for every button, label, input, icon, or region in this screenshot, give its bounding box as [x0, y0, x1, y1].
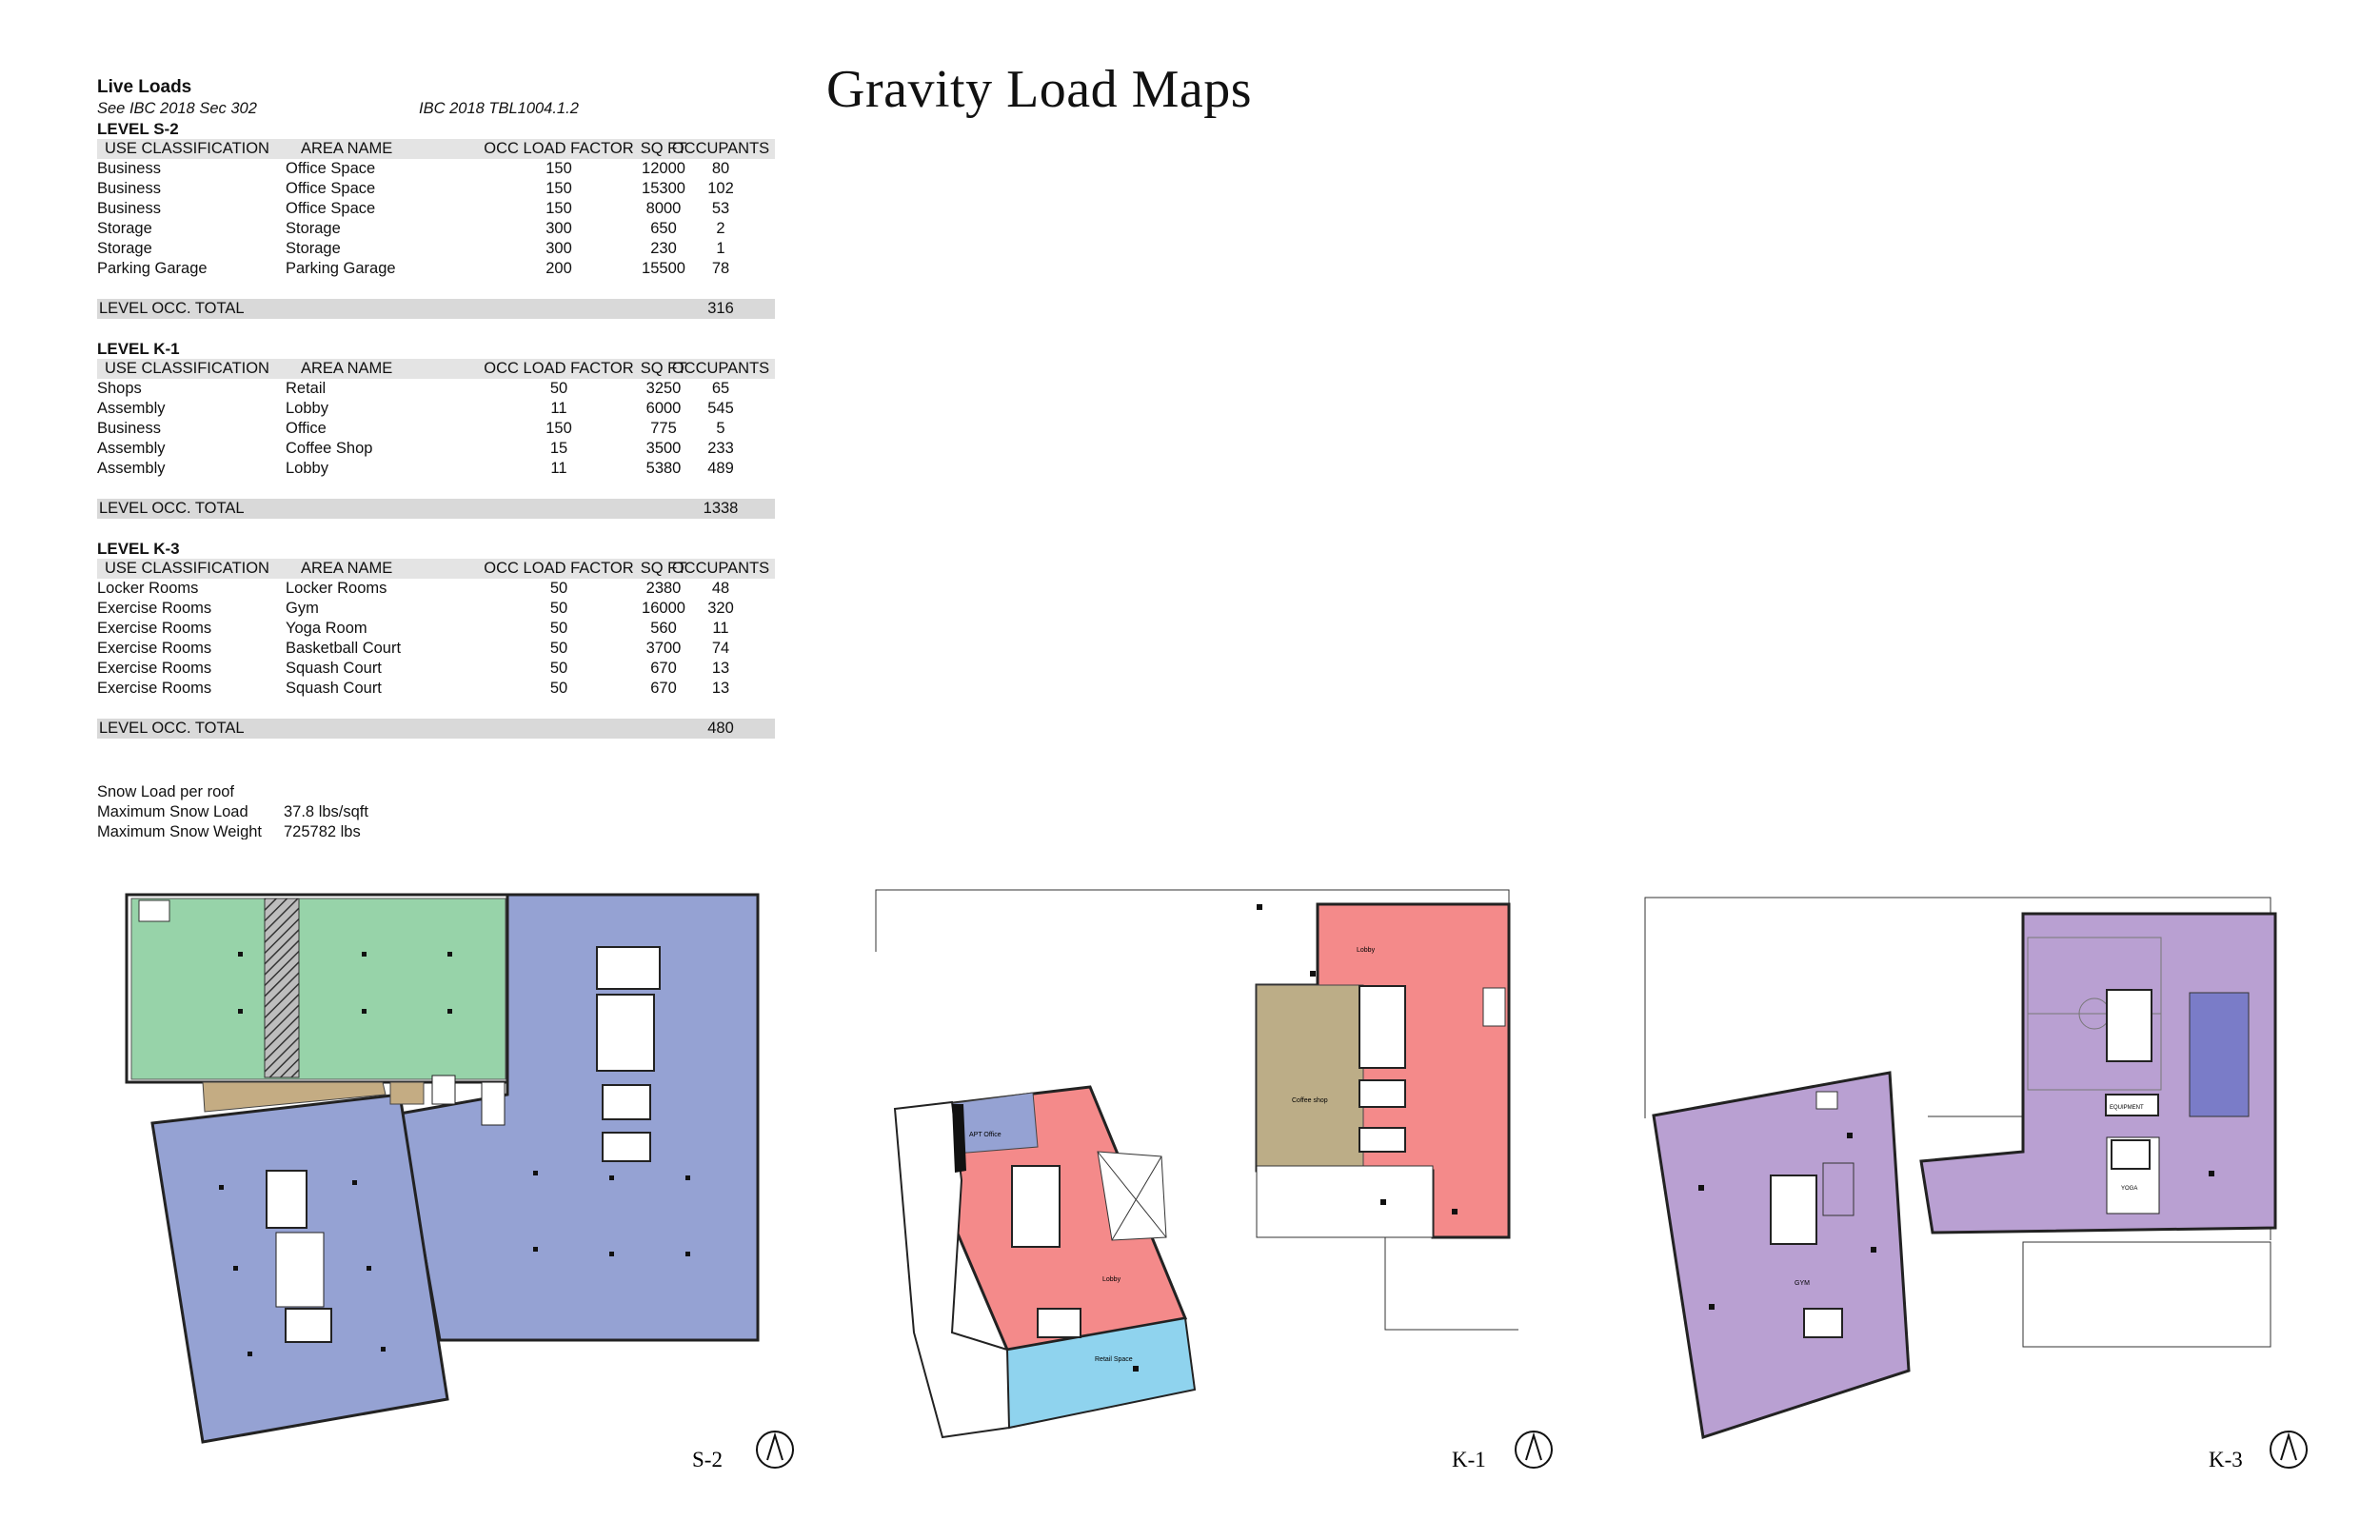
table-row: Business Office 150 775 5 [97, 420, 725, 437]
s2-core-3 [602, 1084, 651, 1120]
total-value: 316 [707, 300, 734, 317]
live-loads-heading: Live Loads [97, 77, 192, 97]
s2-storage-2 [389, 1081, 425, 1105]
col-use-classification: USE CLASSIFICATION [105, 140, 269, 157]
table-row: Locker Rooms Locker Rooms 50 2380 48 [97, 580, 730, 597]
table-header: USE CLASSIFICATION AREA NAME OCC LOAD FACT… [97, 559, 775, 579]
north-arrow-icon [2270, 1431, 2308, 1469]
plan-k1 [875, 889, 1518, 1439]
total-value: 480 [707, 720, 734, 737]
room-yoga: YOGA [2121, 1186, 2137, 1192]
snow-heading-row: Snow Load per roof [97, 782, 497, 802]
k1-wall-dark [952, 1104, 966, 1173]
k1-door-right [1482, 987, 1506, 1027]
s2-stair-3 [481, 1081, 506, 1126]
total-label: LEVEL OCC. TOTAL [99, 500, 245, 517]
page-title: Gravity Load Maps [826, 60, 1253, 119]
table-row: Exercise Rooms Gym 50 16000 320 [97, 600, 734, 617]
north-arrow-icon [756, 1431, 794, 1469]
k1-stair-area [1256, 1165, 1434, 1238]
s2-parking-zone [130, 898, 506, 1080]
total-value: 1338 [703, 500, 739, 517]
table-row: Assembly Lobby 11 6000 545 [97, 400, 734, 417]
table-row: Assembly Coffee Shop 15 3500 233 [97, 440, 734, 457]
s2-core-5 [266, 1170, 307, 1229]
k1-core-right [1359, 985, 1406, 1069]
ibc-section-ref: See IBC 2018 Sec 302 [97, 100, 257, 117]
table-row: Exercise Rooms Squash Court 50 670 13 [97, 660, 730, 677]
live-loads-tables: Live Loads See IBC 2018 Sec 302 IBC 2018… [97, 76, 775, 739]
k1-coffee-shop [1256, 984, 1364, 1167]
level-k3-title: LEVEL K-3 [97, 540, 180, 558]
table-row: Parking Garage Parking Garage 200 15500 78 [97, 260, 730, 277]
room-gym: GYM [1795, 1280, 1810, 1287]
k3-core-gym-2 [1803, 1308, 1843, 1338]
total-label: LEVEL OCC. TOTAL [99, 720, 245, 737]
table-row: Shops Retail 50 3250 65 [97, 380, 730, 397]
plan-k1-label: K-1 [1452, 1448, 1486, 1471]
k1-core-right-2 [1359, 1079, 1406, 1108]
room-lobby-left: Lobby [1102, 1276, 1121, 1283]
col-occ-load-factor: OCC LOAD FACTOR [484, 140, 634, 157]
table-row: Business Office Space 150 12000 80 [97, 160, 730, 177]
s2-core-4 [602, 1132, 651, 1162]
s2-ramp-hatch [264, 898, 300, 1078]
table-header: USE CLASSIFICATION AREA NAME OCC LOAD FACT… [97, 359, 775, 379]
k3-east-wing [1919, 912, 2277, 1234]
room-coffee-shop: Coffee shop [1292, 1097, 1328, 1104]
snow-load-block: Snow Load per roof Maximum Snow Load 37.8… [97, 782, 497, 839]
col-occupants: OCCUPANTS [671, 140, 770, 157]
level-k1-total-row: LEVEL OCC. TOTAL 1338 [97, 499, 775, 519]
s2-core-2 [596, 994, 655, 1072]
s2-core-7 [285, 1308, 332, 1343]
k1-core-left [1011, 1165, 1061, 1248]
s2-core-6 [275, 1232, 325, 1308]
plan-k3 [1644, 897, 2277, 1439]
north-arrow-icon [1515, 1431, 1553, 1469]
table-row: Exercise Rooms Yoga Room 50 560 11 [97, 620, 729, 637]
room-equipment: EQUIPMENT [2110, 1105, 2144, 1111]
s2-office-east [398, 893, 760, 1342]
ibc-table-ref: IBC 2018 TBL1004.1.2 [419, 100, 579, 117]
s2-stair-box [138, 899, 170, 922]
k3-gym-opening [1815, 1091, 1838, 1110]
k3-core-gym [1770, 1175, 1817, 1245]
k3-locker-rooms [2189, 992, 2250, 1117]
table-header: USE CLASSIFICATION AREA NAME OCC LOAD FA… [97, 139, 775, 159]
snow-load-row: Maximum Snow Load 37.8 lbs/sqft [97, 803, 368, 820]
plan-s2 [125, 893, 760, 1444]
level-k3-total-row: LEVEL OCC. TOTAL 480 [97, 719, 775, 739]
k1-core-left-2 [1037, 1308, 1081, 1338]
table-row: Storage Storage 300 230 1 [97, 240, 725, 257]
table-row: Assembly Lobby 11 5380 489 [97, 460, 734, 477]
level-k1-title: LEVEL K-1 [97, 340, 180, 358]
col-sq-ft: SQ FT [640, 140, 687, 157]
table-row: Business Office Space 150 15300 102 [97, 180, 734, 197]
room-apt-office: APT Office [969, 1132, 1002, 1138]
plan-s2-label: S-2 [692, 1448, 723, 1471]
snow-weight-row: Maximum Snow Weight 725782 lbs [97, 823, 361, 839]
s2-stair-2 [431, 1075, 456, 1105]
room-lobby-right: Lobby [1357, 947, 1376, 954]
k3-equipment-room [2105, 1094, 2159, 1116]
s2-storage-1 [202, 1081, 387, 1113]
table-row: Exercise Rooms Squash Court 50 670 13 [97, 680, 730, 697]
level-s2-title: LEVEL S-2 [97, 120, 179, 138]
total-label: LEVEL OCC. TOTAL [99, 300, 245, 317]
table-row: Storage Storage 300 650 2 [97, 220, 725, 237]
snow-heading: Snow Load per roof [97, 783, 235, 800]
k3-gym [1652, 1071, 1911, 1439]
k1-core-right-3 [1359, 1127, 1406, 1153]
table-row: Exercise Rooms Basketball Court 50 3700 74 [97, 640, 730, 657]
table-row: Business Office Space 150 8000 53 [97, 200, 730, 217]
plan-k3-label: K-3 [2209, 1448, 2243, 1471]
level-s2-total-row: LEVEL OCC. TOTAL 316 [97, 299, 775, 319]
col-area-name: AREA NAME [301, 140, 393, 157]
room-retail-space: Retail Space [1095, 1356, 1133, 1363]
s2-core-1 [596, 946, 661, 990]
code-references: See IBC 2018 Sec 302 IBC 2018 TBL1004.1.… [97, 99, 775, 119]
k3-core-east [2106, 989, 2152, 1062]
